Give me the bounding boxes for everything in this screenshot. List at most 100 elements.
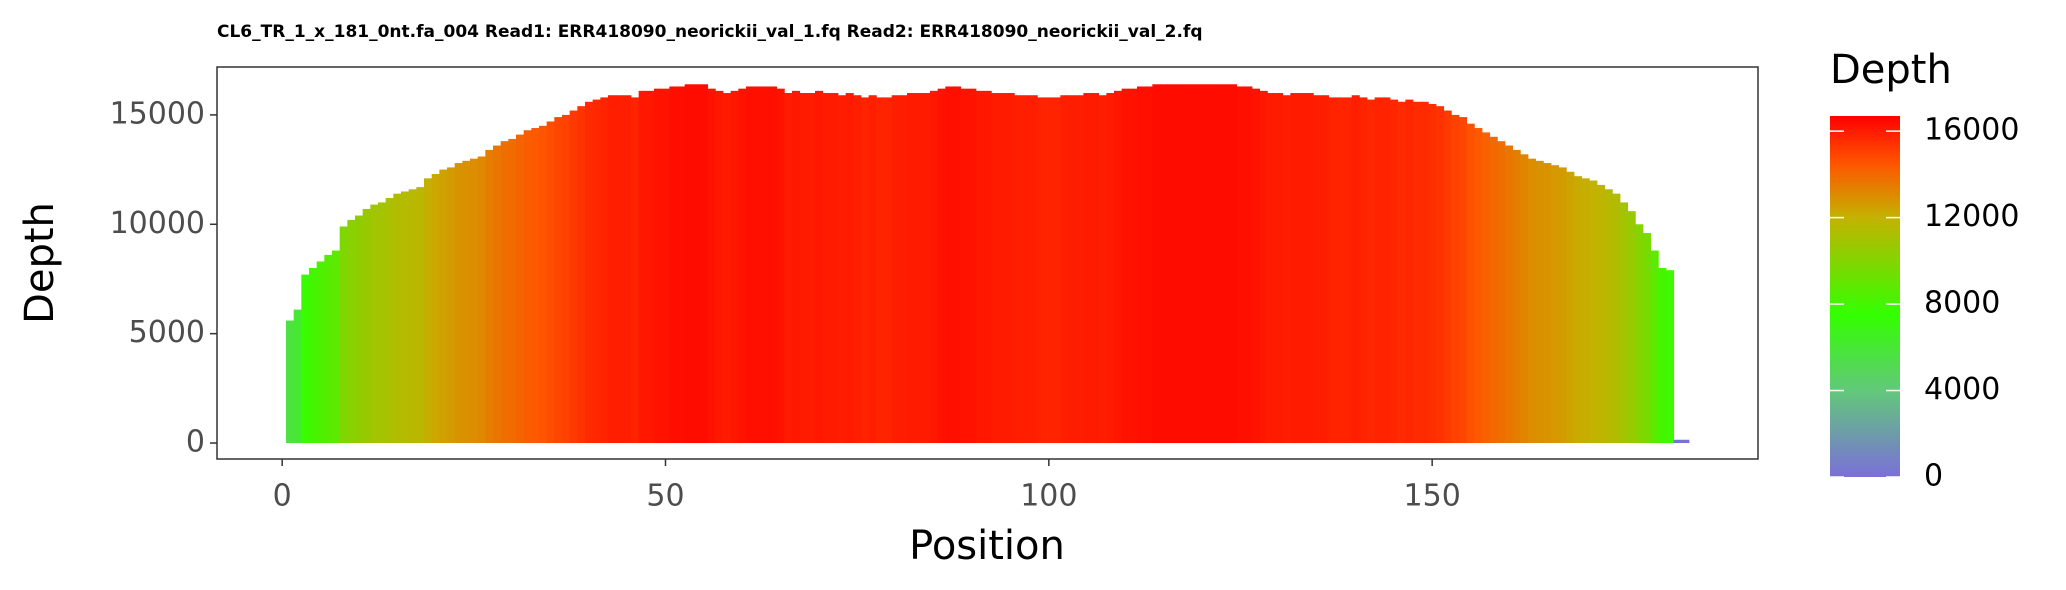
bar bbox=[654, 88, 663, 444]
bar bbox=[1206, 84, 1215, 444]
bar bbox=[1305, 93, 1314, 444]
bar bbox=[868, 95, 877, 444]
bar bbox=[316, 261, 325, 444]
bar bbox=[500, 141, 509, 444]
bar bbox=[1428, 103, 1437, 444]
bar bbox=[1551, 165, 1560, 444]
bar bbox=[761, 86, 770, 444]
bar bbox=[876, 97, 885, 444]
bar bbox=[799, 93, 808, 444]
bar bbox=[884, 97, 893, 444]
bar bbox=[309, 268, 318, 444]
bar bbox=[769, 86, 778, 444]
bar bbox=[631, 97, 640, 444]
bar bbox=[1512, 149, 1521, 444]
bar bbox=[1482, 132, 1491, 444]
bar bbox=[1075, 95, 1084, 444]
bar bbox=[1083, 93, 1092, 444]
bar bbox=[1528, 158, 1537, 444]
bar bbox=[1359, 97, 1368, 444]
bar bbox=[1382, 97, 1391, 444]
plot-border bbox=[216, 66, 1759, 460]
bar bbox=[922, 93, 931, 444]
bar bbox=[1451, 114, 1460, 444]
bar bbox=[1022, 95, 1031, 444]
bar bbox=[1198, 84, 1207, 444]
bar bbox=[424, 178, 433, 444]
chart-title: CL6_TR_1_x_181_0nt.fa_004 Read1: ERR4180… bbox=[217, 22, 1203, 42]
bar bbox=[968, 88, 977, 444]
bar bbox=[485, 149, 494, 444]
bar bbox=[830, 93, 839, 444]
bar bbox=[293, 309, 302, 444]
bar bbox=[1029, 95, 1038, 444]
bar bbox=[861, 97, 870, 444]
bar bbox=[477, 156, 486, 444]
bar bbox=[286, 320, 295, 444]
colorbar-tick-label: 4000 bbox=[1924, 372, 2000, 407]
bar bbox=[1466, 123, 1475, 444]
bar bbox=[1390, 99, 1399, 444]
bar bbox=[715, 90, 724, 444]
colorbar-tick-label: 0 bbox=[1924, 459, 1943, 494]
bar bbox=[930, 90, 939, 444]
bar bbox=[401, 191, 410, 444]
bar bbox=[730, 90, 739, 444]
bar bbox=[347, 219, 356, 444]
bar bbox=[1236, 86, 1245, 444]
bar bbox=[1129, 88, 1138, 444]
bar bbox=[1443, 110, 1452, 444]
bar bbox=[1620, 202, 1629, 444]
bar bbox=[983, 90, 992, 444]
bar bbox=[1520, 154, 1529, 444]
bar bbox=[1566, 171, 1575, 444]
bar bbox=[1543, 163, 1552, 444]
bar bbox=[1574, 176, 1583, 444]
bar bbox=[1190, 84, 1199, 444]
bar bbox=[385, 198, 394, 444]
bar bbox=[554, 117, 563, 444]
bar bbox=[1344, 97, 1353, 444]
bar bbox=[562, 114, 571, 444]
bar bbox=[1144, 86, 1153, 444]
bar bbox=[1114, 90, 1123, 444]
legend-title: Depth bbox=[1830, 47, 1952, 93]
bar bbox=[1259, 90, 1268, 444]
bar bbox=[1006, 93, 1015, 444]
bar bbox=[822, 93, 831, 444]
bar bbox=[1336, 97, 1345, 444]
y-tick-label: 0 bbox=[186, 425, 205, 460]
bar bbox=[1397, 101, 1406, 444]
bar bbox=[753, 86, 762, 444]
bar bbox=[1137, 86, 1146, 444]
bar bbox=[1505, 145, 1514, 444]
bar bbox=[1152, 84, 1161, 444]
bar bbox=[1420, 101, 1429, 444]
bar bbox=[1052, 97, 1061, 444]
bar bbox=[1213, 84, 1222, 444]
bar bbox=[1167, 84, 1176, 444]
x-axis-label: Position bbox=[909, 523, 1065, 569]
bar bbox=[1313, 95, 1322, 444]
bar bbox=[516, 134, 525, 444]
y-axis-label: Depth bbox=[17, 202, 63, 324]
bar bbox=[1666, 270, 1675, 444]
bar bbox=[332, 250, 341, 444]
bar bbox=[776, 88, 785, 444]
bar bbox=[416, 187, 425, 444]
bar bbox=[677, 86, 686, 444]
colorbar-tick-label: 12000 bbox=[1924, 199, 2019, 234]
y-tick-label: 10000 bbox=[110, 206, 205, 241]
bar bbox=[1413, 101, 1422, 444]
bar bbox=[1681, 439, 1690, 444]
bar bbox=[1298, 93, 1307, 444]
bar bbox=[914, 93, 923, 444]
bar bbox=[1673, 439, 1682, 444]
bar bbox=[539, 125, 548, 444]
bar bbox=[1014, 95, 1023, 444]
bar bbox=[1252, 88, 1261, 444]
bar bbox=[577, 106, 586, 444]
bar bbox=[1436, 106, 1445, 444]
bar bbox=[454, 163, 463, 444]
